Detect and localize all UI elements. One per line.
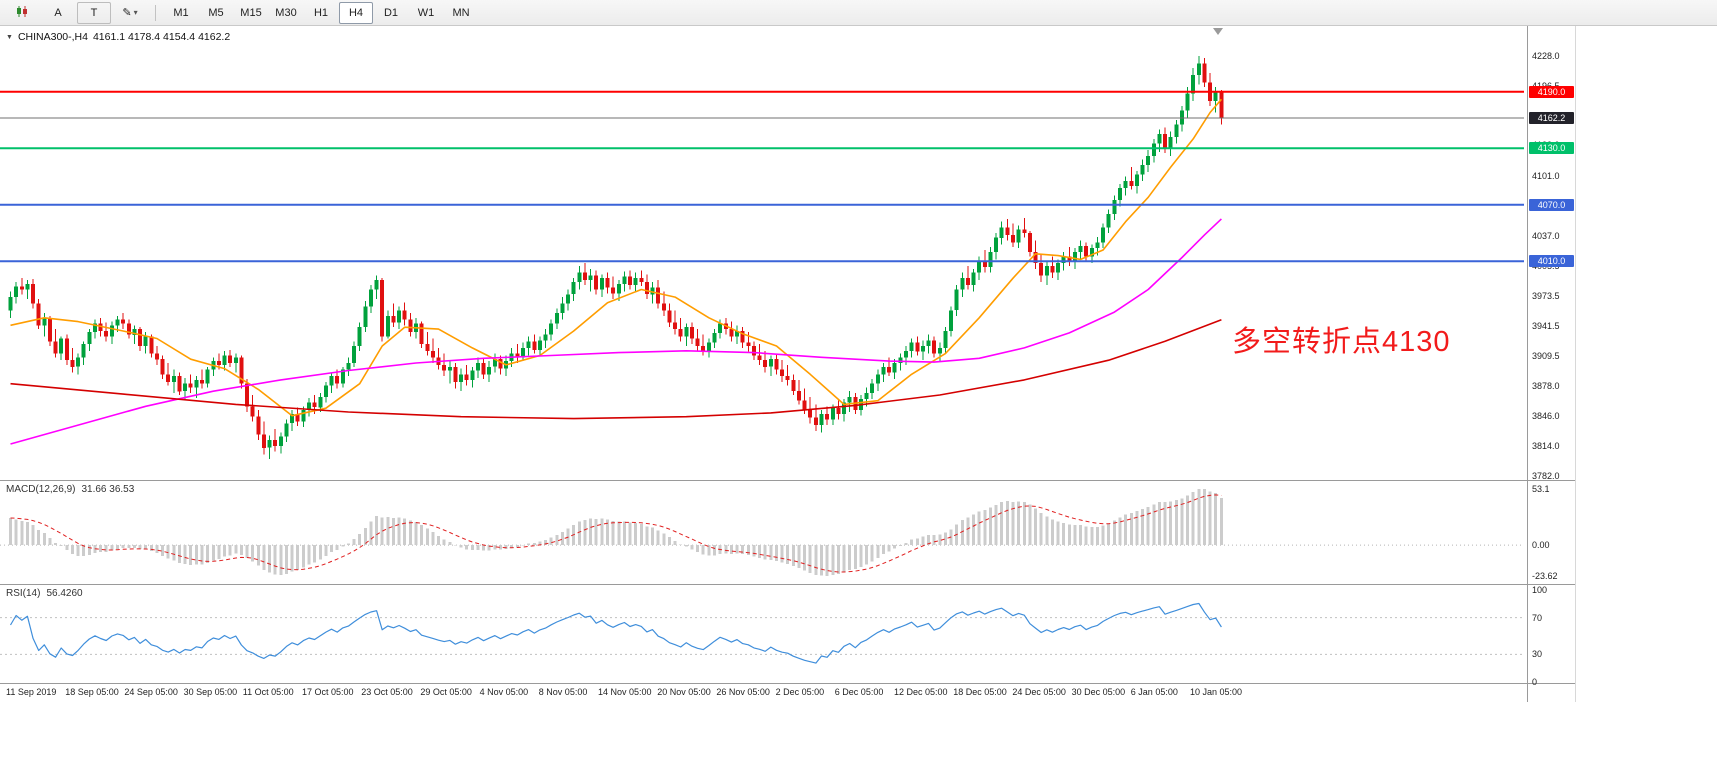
annotation-text[interactable]: 多空转折点4130: [1232, 326, 1451, 358]
timeframe-button-h1[interactable]: H1: [313, 6, 329, 19]
time-axis: 11 Sep 2019 18 Sep 05:00 24 Sep 05:00 30 Se…: [0, 684, 1527, 702]
chart-tool-button[interactable]: [5, 2, 39, 24]
time-axis-label: 11 Oct 05:00: [242, 687, 294, 697]
candlesticks-icon: [15, 5, 29, 21]
ma-fast-line: [10, 98, 1223, 417]
time-axis-label: 18 Sep 05:00: [65, 687, 119, 697]
macd-label: MACD(12,26,9): [6, 484, 76, 495]
timeframe-button-h4[interactable]: H4: [339, 1, 373, 24]
rsi-label: RSI(14): [6, 588, 41, 599]
time-axis-label: 29 Oct 05:00: [420, 687, 472, 697]
time-axis-label: 26 Nov 05:00: [716, 687, 770, 697]
chart-window: ▼ CHINA300-,H4 4161.1 4178.4 4154.4 4162…: [0, 26, 1576, 702]
time-axis-label: 20 Nov 05:00: [657, 687, 711, 697]
timeframe-button-d1[interactable]: D1: [383, 6, 399, 19]
rsi-line: [9, 602, 1222, 664]
time-axis-label: 23 Oct 05:00: [361, 687, 413, 697]
time-axis-label: 17 Oct 05:00: [302, 687, 354, 697]
macd-signal-line: [10, 494, 1222, 573]
time-axis-label: 12 Dec 05:00: [894, 687, 948, 697]
rsi-value: 56.4260: [46, 588, 83, 599]
rsi-panel: RSI(14) 56.4260: [0, 585, 1575, 684]
time-axis-label: 2 Dec 05:00: [775, 687, 825, 697]
time-axis-label: 6 Jan 05:00: [1130, 687, 1178, 697]
timeframe-button-m15[interactable]: M15: [240, 6, 262, 19]
rsi-chart-surface[interactable]: [0, 585, 1527, 683]
time-axis-label: 24 Dec 05:00: [1012, 687, 1066, 697]
chart-symbol-timeframe: CHINA300-,H4: [17, 31, 88, 43]
symbol-dropdown-icon[interactable]: ▼: [6, 33, 13, 41]
timeframe-button-w1[interactable]: W1: [417, 6, 435, 19]
macd-values: 31.66 36.53: [81, 484, 135, 495]
time-axis-label: 30 Dec 05:00: [1071, 687, 1126, 697]
chart-ohlc-readout: 4161.1 4178.4 4154.4 4162.2: [92, 31, 231, 43]
macd-histogram: [9, 489, 1223, 576]
toolbar: A T ✎ ▾ M1 M5 M15 M30 H1 H4 D1 W1 MN: [0, 0, 1717, 26]
time-axis-label: 18 Dec 05:00: [953, 687, 1007, 697]
chart-shift-marker[interactable]: [1213, 28, 1223, 35]
time-axis-label: 30 Sep 05:00: [183, 687, 238, 697]
time-axis-label: 8 Nov 05:00: [538, 687, 588, 697]
text-t-tool-button[interactable]: T: [77, 1, 111, 24]
time-axis-label: 10 Jan 05:00: [1190, 687, 1243, 697]
timeframe-button-group: M1 M5 M15 M30 H1 H4 D1 W1 MN: [164, 1, 478, 24]
macd-chart-surface[interactable]: [0, 481, 1527, 584]
time-axis-label: 11 Sep 2019: [6, 687, 57, 697]
time-axis-label: 4 Nov 05:00: [479, 687, 529, 697]
text-a-tool-button[interactable]: A: [54, 6, 62, 19]
ma-mid-line: [10, 218, 1222, 445]
draw-tool-button[interactable]: ✎ ▾: [113, 2, 147, 24]
chevron-down-icon: ▾: [133, 8, 138, 17]
candles-group: [8, 56, 1224, 459]
timeframe-button-m1[interactable]: M1: [173, 6, 189, 19]
toolbar-separator: [155, 4, 156, 21]
time-axis-label: 6 Dec 05:00: [834, 687, 884, 697]
macd-title: MACD(12,26,9) 31.66 36.53: [6, 484, 134, 495]
timeframe-button-mn[interactable]: MN: [452, 6, 470, 19]
chart-title: ▼ CHINA300-,H4 4161.1 4178.4 4154.4 4162…: [6, 31, 230, 43]
timeframe-button-m30[interactable]: M30: [275, 6, 297, 19]
pen-icon: ✎: [122, 7, 132, 19]
candlestick-chart-surface[interactable]: [0, 26, 1527, 480]
time-axis-label: 14 Nov 05:00: [598, 687, 652, 697]
main-chart-panel: ▼ CHINA300-,H4 4161.1 4178.4 4154.4 4162…: [0, 26, 1575, 481]
macd-panel: MACD(12,26,9) 31.66 36.53: [0, 481, 1575, 585]
ma-slow-line: [10, 318, 1222, 420]
timeframe-button-m5[interactable]: M5: [208, 6, 224, 19]
time-axis-label: 24 Sep 05:00: [124, 687, 178, 697]
rsi-title: RSI(14) 56.4260: [6, 588, 83, 599]
